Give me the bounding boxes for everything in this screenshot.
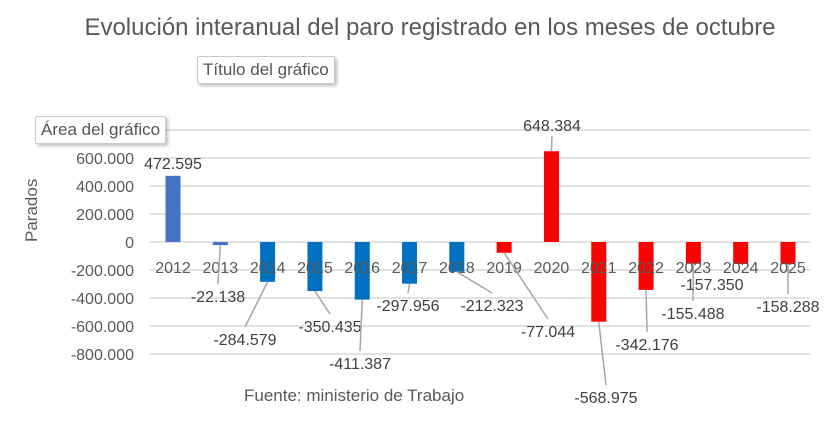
tooltip-chart-title: Título del gráfico — [197, 56, 335, 84]
bar-2023 — [685, 242, 701, 264]
y-tick-label: 0 — [125, 235, 134, 252]
leader-line — [456, 271, 493, 294]
bar-2017 — [402, 242, 418, 284]
x-tick-label: 2019 — [486, 260, 522, 277]
y-tick-label: -800.000 — [71, 347, 134, 364]
y-tick-label: 200.000 — [76, 207, 134, 224]
data-label: -342.176 — [615, 337, 678, 354]
data-label: -77.044 — [521, 324, 575, 341]
data-label: -157.350 — [680, 277, 743, 294]
y-tick-label: -200.000 — [71, 263, 134, 280]
data-label: -158.288 — [756, 299, 819, 316]
x-tick-label: 2021 — [581, 260, 617, 277]
chart-title[interactable]: Evolución interanual del paro registrado… — [84, 14, 776, 41]
data-label: -350.435 — [298, 319, 361, 336]
leader-line — [503, 252, 549, 320]
data-label: -411.387 — [329, 356, 391, 373]
bar-2012 — [165, 175, 181, 242]
x-tick-label: 2017 — [392, 260, 428, 277]
y-tick-label: -600.000 — [71, 319, 134, 336]
bar-2014 — [260, 242, 276, 282]
data-label: -155.488 — [661, 306, 724, 323]
bar-2015 — [307, 242, 323, 292]
x-tick-label: 2014 — [250, 260, 286, 277]
leader-line — [359, 299, 363, 352]
data-label: 472.595 — [144, 156, 202, 173]
leader-line — [407, 283, 411, 294]
x-tick-label: 2022 — [628, 260, 664, 277]
y-axis-label: Parados — [22, 178, 41, 242]
leader-line — [244, 281, 269, 328]
data-label: -22.138 — [191, 289, 245, 306]
leader-line — [217, 245, 222, 285]
tooltip-chart-area: Área del gráfico — [35, 116, 167, 144]
y-tick-label: -400.000 — [71, 291, 134, 308]
bar-2021 — [591, 242, 607, 322]
data-label: -297.956 — [376, 298, 439, 315]
x-tick-label: 2016 — [344, 260, 380, 277]
data-label: -212.323 — [460, 298, 523, 315]
y-tick-label: 600.000 — [76, 151, 134, 168]
leader-line — [598, 321, 607, 386]
bar-2022 — [638, 242, 654, 290]
bar-2025 — [780, 242, 796, 265]
bar-2016 — [354, 242, 370, 300]
x-tick-label: 2018 — [439, 260, 475, 277]
leader-line — [550, 135, 553, 152]
bar-2018 — [449, 242, 465, 272]
data-label: -568.975 — [574, 390, 637, 407]
bar-2013 — [212, 242, 228, 246]
x-tick-label: 2015 — [297, 260, 333, 277]
data-label: -284.579 — [213, 332, 276, 349]
source-note: Fuente: ministerio de Trabajo — [244, 386, 465, 405]
y-tick-label: 400.000 — [76, 179, 134, 196]
leader-line — [645, 289, 648, 333]
x-tick-label: 2013 — [203, 260, 239, 277]
bar-2019 — [496, 242, 512, 253]
leader-line — [314, 290, 331, 315]
x-tick-label: 2024 — [723, 260, 759, 277]
bar-2024 — [733, 242, 749, 265]
bar-2020 — [543, 151, 559, 242]
data-label: 648.384 — [523, 118, 581, 135]
x-tick-label: 2020 — [534, 260, 570, 277]
x-tick-label: 2012 — [155, 260, 191, 277]
